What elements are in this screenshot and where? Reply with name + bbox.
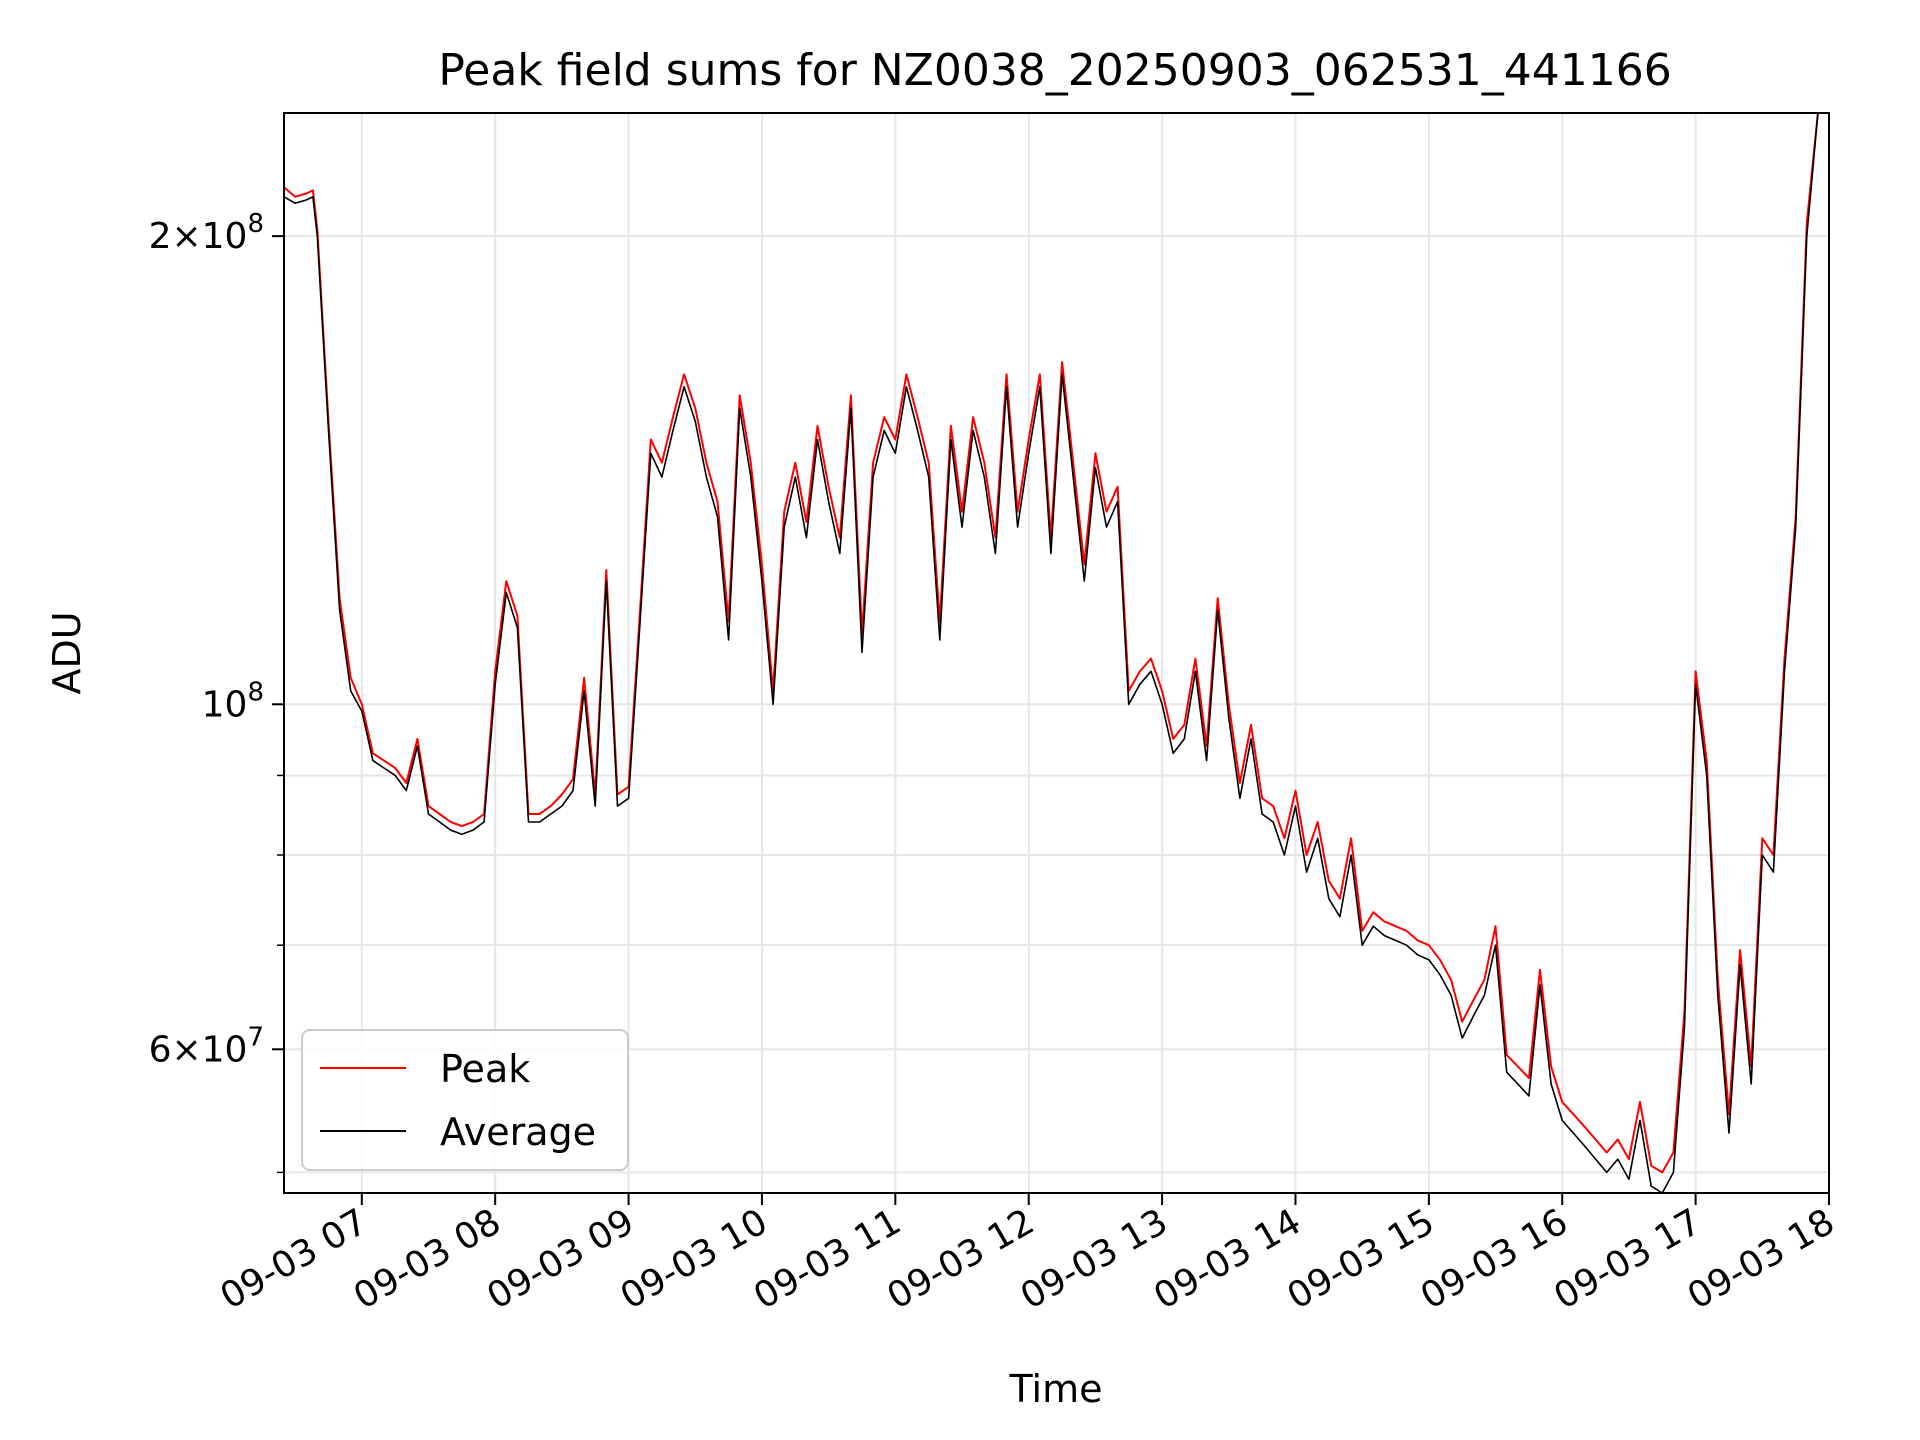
peak-series-line [283,112,1819,1174]
y-tick-label: 108 [202,677,264,725]
legend-box [301,1029,629,1171]
y-tick-label: 6×107 [149,1022,264,1070]
y-axis-label: ADU [45,611,89,694]
legend-average-label: Average [440,1110,596,1154]
average-series-line [283,112,1819,1194]
plot-lines [283,112,1819,1194]
x-axis-label: Time [1009,1367,1103,1411]
plot-frame [283,112,1830,1194]
legend: Peak Average [301,1029,629,1171]
chart-title: Peak field sums for NZ0038_20250903_0625… [438,45,1671,96]
legend-peak-label: Peak [440,1047,530,1091]
y-tick-label: 2×108 [149,209,264,257]
y-axis: 6×107 108 2×108 [149,209,284,1174]
